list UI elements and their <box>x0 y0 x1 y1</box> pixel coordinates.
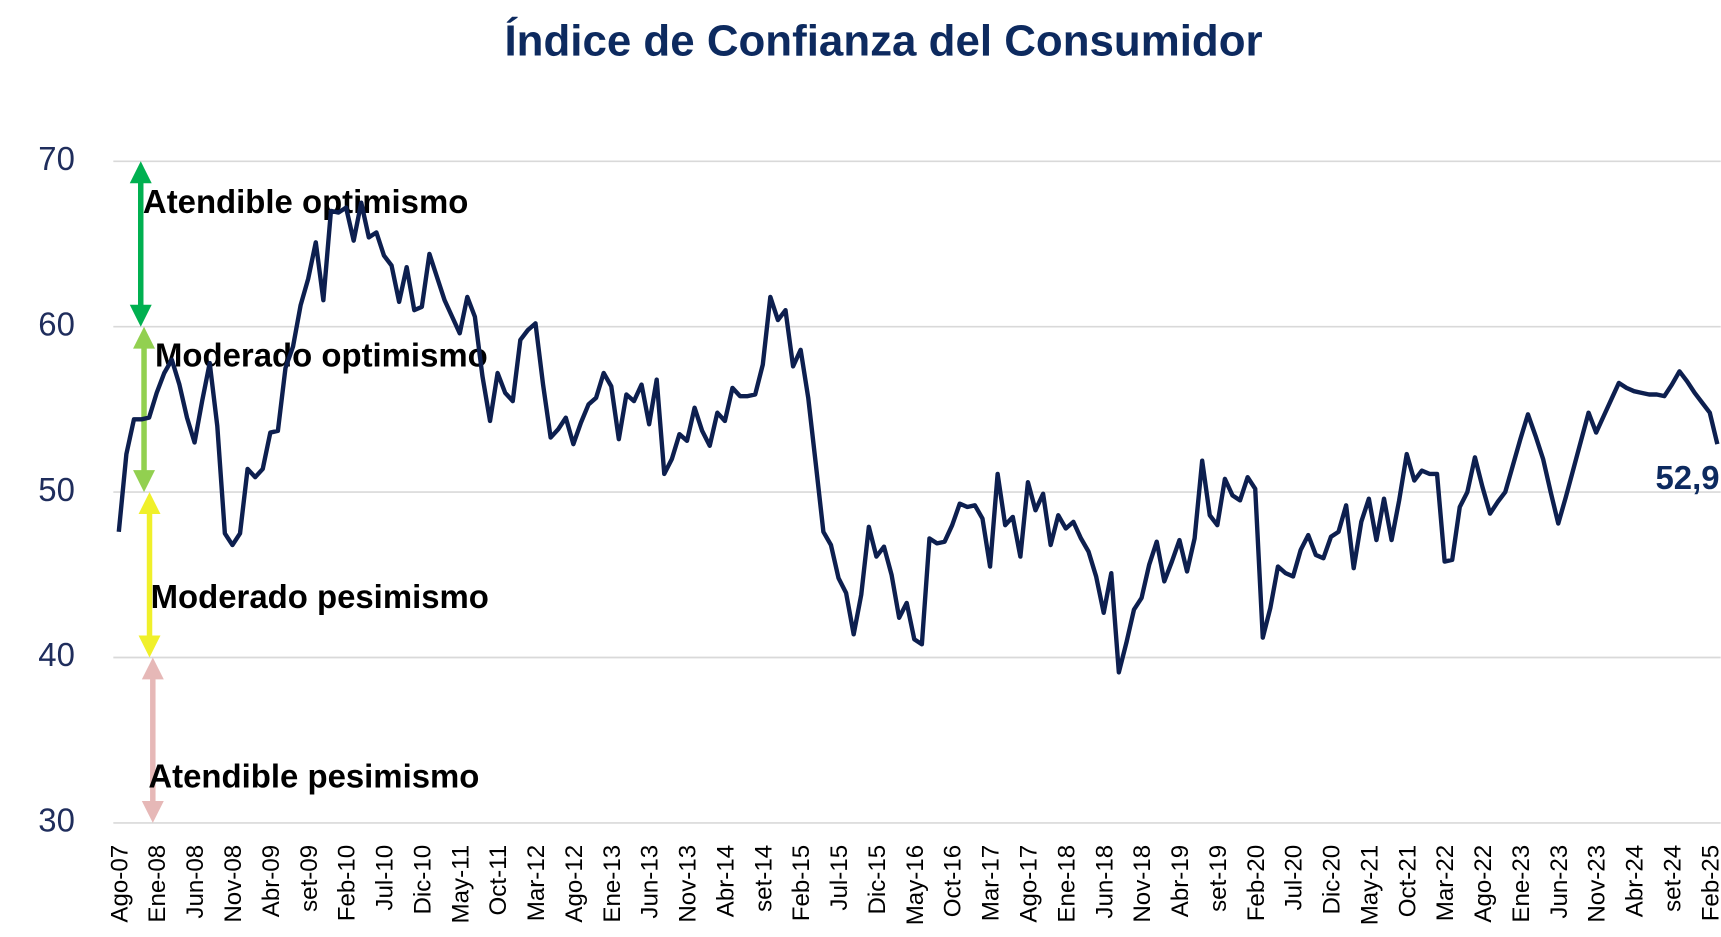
x-tick-label: Feb-15 <box>788 845 815 921</box>
y-tick-label: 40 <box>38 636 75 673</box>
zone-arrow <box>129 161 152 327</box>
x-tick-label: Abr-09 <box>258 845 285 917</box>
x-tick-label: Abr-19 <box>1167 845 1194 917</box>
x-tick-label: Nov-13 <box>675 845 702 923</box>
x-tick-label: set-14 <box>750 845 777 912</box>
x-tick-label: Oct-21 <box>1394 845 1421 917</box>
series-line <box>116 200 1720 675</box>
x-tick-label: Oct-11 <box>485 845 512 916</box>
x-tick-label: Nov-08 <box>220 845 247 923</box>
x-tick-label: Dic-20 <box>1319 845 1346 915</box>
x-tick-label: Oct-16 <box>940 845 967 917</box>
x-tick-label: May-11 <box>447 845 474 924</box>
x-tick-label: Nov-23 <box>1584 845 1611 923</box>
x-tick-label: Jul-20 <box>1281 845 1308 911</box>
y-tick-label: 30 <box>38 802 75 839</box>
x-tick-label: Ago-22 <box>1470 845 1497 923</box>
x-tick-label: set-24 <box>1659 845 1686 912</box>
x-tick-label: Ago-07 <box>106 845 133 923</box>
arrow-head <box>138 635 161 658</box>
x-tick-label: Ene-08 <box>144 845 171 923</box>
x-tick-label: Mar-17 <box>978 845 1005 921</box>
x-tick-label: Jun-08 <box>182 845 209 919</box>
zone-arrow <box>138 492 161 658</box>
x-tick-label: Feb-20 <box>1243 845 1270 921</box>
x-tick-label: Jun-23 <box>1546 845 1573 919</box>
x-tick-label: Ene-18 <box>1053 845 1080 923</box>
y-tick-label: 50 <box>38 471 75 508</box>
x-tick-label: Abr-24 <box>1622 845 1649 917</box>
x-tick-label: Jul-15 <box>826 845 853 911</box>
chart-title: Índice de Confianza del Consumidor <box>504 15 1262 65</box>
x-tick-label: Abr-14 <box>712 845 739 917</box>
arrow-head <box>133 470 156 493</box>
x-tick-label: Ene-23 <box>1508 845 1535 923</box>
arrow-head <box>141 800 164 823</box>
x-tick-label: Nov-18 <box>1129 845 1156 923</box>
x-tick-label: Feb-10 <box>334 845 361 921</box>
x-tick-label: Dic-10 <box>409 845 436 915</box>
x-tick-label: May-21 <box>1356 845 1383 925</box>
zone-label: Atendible pesimismo <box>148 758 479 795</box>
data-label: 52,9 <box>1656 459 1720 496</box>
x-tick-label: set-19 <box>1205 845 1232 912</box>
x-tick-label: Mar-22 <box>1432 845 1459 921</box>
arrow-head <box>129 304 152 327</box>
y-tick-label: 60 <box>38 305 75 342</box>
zone-label: Atendible optimismo <box>143 183 468 220</box>
arrow-head <box>133 326 156 349</box>
x-tick-label: May-16 <box>902 845 929 925</box>
x-tick-label: Ene-13 <box>599 845 626 923</box>
zone-label: Moderado pesimismo <box>151 578 489 615</box>
zone-arrow <box>141 657 164 823</box>
y-tick-label: 70 <box>38 140 75 177</box>
x-tick-label: Dic-15 <box>864 845 891 915</box>
arrow-head <box>141 657 164 680</box>
x-tick-label: Jun-13 <box>637 845 664 919</box>
x-tick-label: Jun-18 <box>1091 845 1118 919</box>
x-tick-label: Feb-25 <box>1697 845 1721 921</box>
x-tick-label: set-09 <box>296 845 323 912</box>
arrow-head <box>129 161 152 184</box>
zone-arrow <box>133 326 156 493</box>
x-tick-label: Mar-12 <box>523 845 550 921</box>
zone-label: Moderado optimismo <box>155 336 488 373</box>
x-tick-label: Ago-12 <box>561 845 588 923</box>
x-tick-label: Ago-17 <box>1016 845 1043 923</box>
arrow-head <box>138 492 161 515</box>
x-tick-label: Jul-10 <box>372 845 399 911</box>
